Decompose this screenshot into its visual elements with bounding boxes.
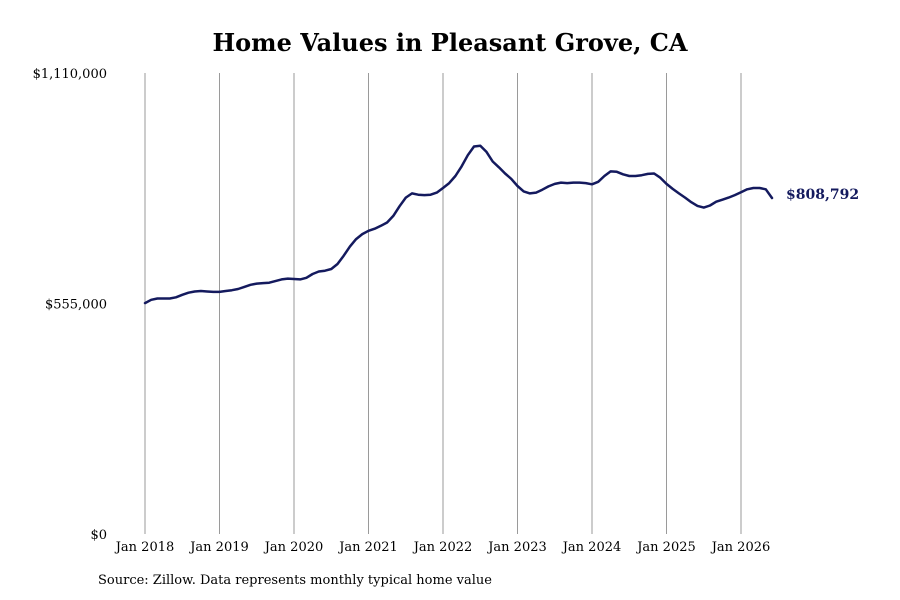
y-tick-label: $0: [90, 528, 107, 543]
x-tick-label: Jan 2022: [412, 540, 473, 555]
chart-title: Home Values in Pleasant Grove, CA: [212, 28, 688, 57]
y-tick-label: $1,110,000: [33, 67, 107, 82]
y-tick-label: $555,000: [45, 298, 107, 313]
x-tick-label: Jan 2021: [337, 540, 398, 555]
end-value-label: $808,792: [786, 187, 859, 203]
x-tick-label: Jan 2025: [635, 540, 696, 555]
x-tick-label: Jan 2026: [710, 540, 771, 555]
x-tick-label: Jan 2024: [561, 540, 622, 555]
x-tick-label: Jan 2023: [486, 540, 547, 555]
x-tick-label: Jan 2019: [188, 540, 249, 555]
source-note: Source: Zillow. Data represents monthly …: [98, 573, 492, 588]
x-tick-label: Jan 2020: [263, 540, 324, 555]
x-tick-label: Jan 2018: [114, 540, 175, 555]
series-line: [143, 144, 774, 305]
